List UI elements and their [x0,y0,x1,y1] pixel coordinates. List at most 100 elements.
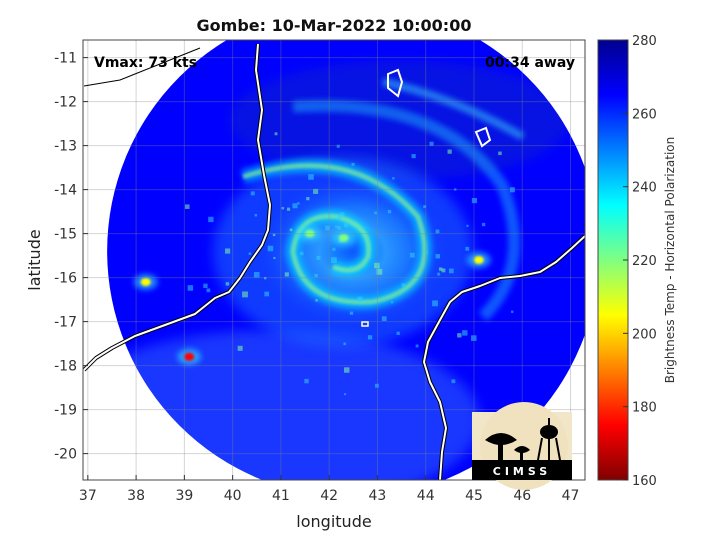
water-tower-icon [540,425,558,439]
convection-speckle [264,291,270,297]
y-tick-label: -20 [54,447,77,463]
colorbar-tick-label: 260 [632,107,657,122]
y-tick-label: -17 [54,315,77,331]
cold-features [133,77,525,396]
convection-speckle [498,151,502,156]
convection-speckle [411,154,416,159]
convection-speckle [432,300,438,307]
x-tick-label: 38 [127,488,145,504]
coastline-madagascar-white [423,235,585,480]
x-axis: 37 38 39 40 41 42 43 44 45 46 47 [79,475,580,504]
convection-speckle [374,262,380,269]
vmax-annotation: Vmax: 73 kts [94,55,197,71]
convection-speckle [337,214,342,219]
convection-speckle [330,257,337,264]
convection-speckle [340,212,345,217]
colorbar-tick-label: 220 [632,254,657,269]
dish-icon [485,433,517,445]
convection-speckle [391,301,394,304]
convection-speckle [374,211,377,215]
y-tick-label: -15 [54,227,77,243]
convection-speckle [451,379,456,384]
cold-cell [304,229,315,238]
convection-speckle [350,265,353,269]
convection-speckle [396,331,400,335]
plot-frame [82,39,586,481]
island-small [361,321,369,327]
convection-speckle [253,271,260,278]
logo-text: CIMSS [493,465,551,478]
x-tick-label: 39 [175,488,193,504]
convection-speckle [457,333,462,338]
logo-ground [472,460,572,480]
colorbar-tick-label: 280 [632,34,657,49]
convection-speckle [462,330,468,336]
convection-speckle [308,174,314,180]
convection-speckle [392,177,395,180]
convection-speckle [334,225,338,228]
coastline-north-black [83,47,201,87]
convection-speckle [387,209,392,214]
x-tick-label: 37 [79,488,97,504]
x-tick-label: 40 [224,488,242,504]
convection-speckle [437,272,441,276]
convection-speckle [208,216,214,223]
x-tick-label: 46 [513,488,531,504]
convection-speckle [343,342,346,346]
convection-speckle [448,268,454,274]
convection-speckle [343,223,348,228]
y-axis: -11 -12 -13 -14 -15 -16 -17 -18 -19 -20 [54,51,88,463]
convection-speckle [313,188,319,194]
convection-speckle [435,229,440,234]
convection-speckle [267,245,274,252]
convection-speckle [225,282,230,286]
swath-layer [107,40,585,480]
x-tick-label: 42 [320,488,338,504]
convection-speckle [441,268,446,273]
convection-speckle [349,311,354,315]
convection-speckle [248,252,252,255]
convection-speckle [357,296,363,302]
x-axis-label: longitude [296,512,371,531]
convection-speckle [423,205,427,209]
convection-speckle [511,310,514,313]
y-tick-label: -11 [54,51,77,67]
convection-speckle [376,268,383,275]
convection-speckle [336,144,340,148]
water-tower-legs [537,437,561,461]
colorbar-tick-label: 240 [632,181,657,196]
convection-speckle [465,246,470,251]
convection-speckle [435,254,441,259]
y-axis-label: latitude [25,229,44,290]
convection-speckle [381,316,387,321]
convection-speckle [471,198,478,204]
dish-stand [498,444,503,460]
coastline [83,43,585,480]
y-tick-label: -14 [54,183,77,199]
convection-speckle [401,283,406,287]
convection-speckle [289,228,293,232]
convection-speckle [466,224,469,227]
x-tick-label: 43 [369,488,387,504]
convection-speckle [185,204,190,209]
cold-cell [140,278,151,286]
convection-speckle [351,162,355,166]
convection-speckle [292,203,298,209]
convection-speckle [225,248,231,254]
convection-speckle [337,225,341,230]
convection-speckle [481,222,486,227]
time-offset-annotation: 00:34 away [485,55,575,71]
convection-speckle [273,256,276,260]
cold-cell [184,352,195,361]
convection-speckle [242,291,248,298]
convection-speckle [409,252,415,258]
x-tick-label: 45 [465,488,483,504]
convection-speckle [332,247,336,251]
convection-speckle [509,187,515,193]
convection-speckle [306,197,310,201]
island-comoros [387,68,404,98]
y-tick-label: -16 [54,271,77,287]
convection-speckle [447,149,452,154]
dish-small-icon [514,446,530,453]
x-tick-label: 47 [562,488,580,504]
